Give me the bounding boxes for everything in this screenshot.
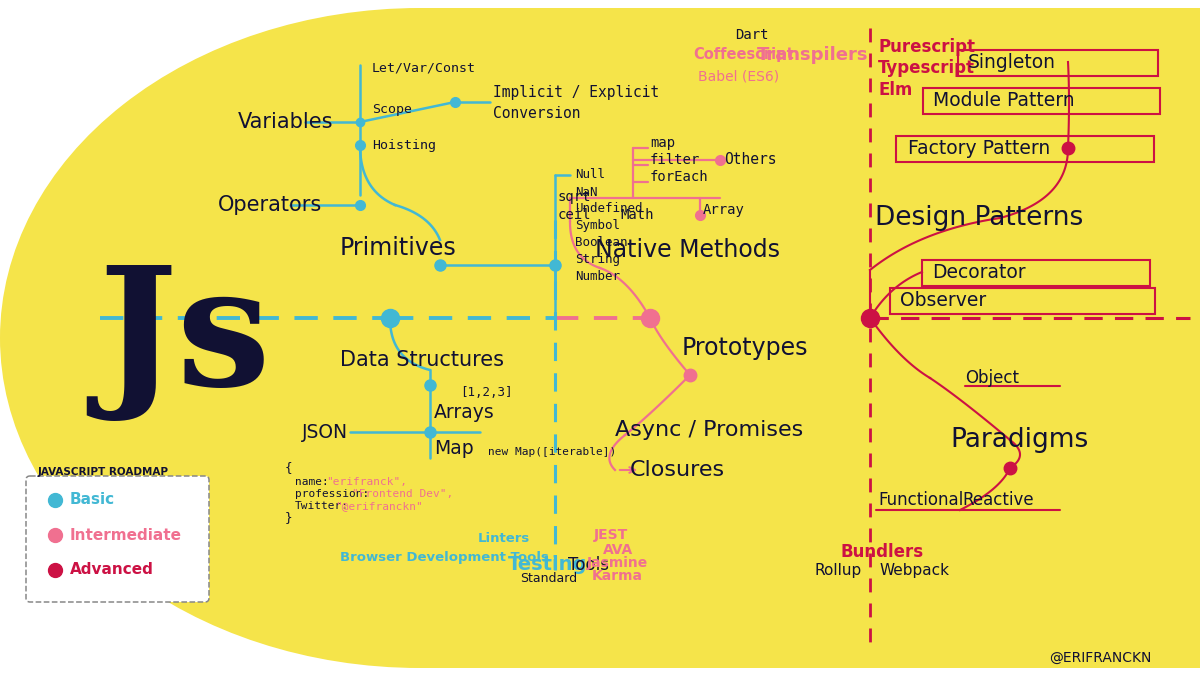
Text: Prototypes: Prototypes [682,336,809,360]
Text: Webpack: Webpack [880,562,950,578]
Text: "Frontend Dev",: "Frontend Dev", [352,489,454,499]
FancyBboxPatch shape [26,476,209,602]
Text: Symbol: Symbol [575,219,620,232]
Text: Basic: Basic [70,493,115,508]
Ellipse shape [0,8,840,668]
Text: Null: Null [575,169,605,182]
Text: map: map [650,136,676,150]
Text: Advanced: Advanced [70,562,154,578]
Text: Rollup: Rollup [815,562,863,578]
Bar [922,260,1150,286]
Bar [896,136,1154,162]
Text: forEach: forEach [650,170,709,184]
Text: Operators: Operators [218,195,323,215]
Text: Tools: Tools [568,556,610,574]
Text: new Map([iterable]): new Map([iterable]) [488,447,617,457]
Text: Observer: Observer [900,290,986,310]
Text: Browser Development Tools: Browser Development Tools [340,551,548,564]
Text: Reactive: Reactive [962,491,1033,509]
Text: Conversion: Conversion [493,105,581,121]
Text: "@erifranckn": "@erifranckn" [335,501,422,511]
Text: Others: Others [724,153,776,167]
Bar [890,288,1154,314]
Text: Karma: Karma [592,569,643,583]
Text: Data Structures: Data Structures [340,350,504,370]
Text: Closures: Closures [630,460,725,480]
Text: Typescript: Typescript [878,59,974,77]
Text: AVA: AVA [604,543,634,557]
Text: }: } [286,512,293,524]
Bar [923,88,1160,114]
Text: Functional: Functional [878,491,964,509]
Text: Number: Number [575,271,620,284]
Text: {: { [286,462,293,475]
Text: Undefined: Undefined [575,202,642,215]
Text: Let/Var/Const: Let/Var/Const [372,61,476,74]
Text: Paradigms: Paradigms [950,427,1088,453]
Text: Boolean: Boolean [575,236,628,250]
Text: JEST: JEST [594,528,629,542]
Text: Decorator: Decorator [932,263,1026,281]
Text: Intermediate: Intermediate [70,527,182,543]
Text: Coffeescript: Coffeescript [694,47,793,63]
Text: "erifranck",: "erifranck", [326,477,407,487]
Text: Transpilers: Transpilers [757,46,869,64]
Text: Scope: Scope [372,103,412,117]
Text: Module Pattern: Module Pattern [934,90,1075,109]
Text: Twitter:: Twitter: [295,501,349,511]
Bar [420,8,1200,668]
Text: Babel (ES6): Babel (ES6) [698,69,779,83]
Text: [1,2,3]: [1,2,3] [460,387,512,400]
Text: Standard: Standard [520,572,577,585]
Text: Implicit / Explicit: Implicit / Explicit [493,86,659,101]
Text: Map: Map [434,439,474,458]
Text: JSON: JSON [302,423,348,441]
Text: Elm: Elm [878,81,912,99]
Text: sqrt: sqrt [558,190,592,204]
Text: Async / Promises: Async / Promises [616,420,803,440]
Text: Design Patterns: Design Patterns [875,205,1084,231]
Text: String: String [575,254,620,267]
Text: Purescript: Purescript [878,38,974,56]
Text: profession:: profession: [295,489,370,499]
Text: NaN: NaN [575,186,598,198]
Text: Variables: Variables [238,112,334,132]
Text: Object: Object [965,369,1019,387]
Text: Dart: Dart [734,28,768,42]
Text: Linters: Linters [478,531,530,545]
Text: Hoisting: Hoisting [372,138,436,151]
Text: Singleton: Singleton [968,53,1056,72]
Text: Testing: Testing [508,556,587,574]
Text: Factory Pattern: Factory Pattern [908,138,1050,157]
Text: name:: name: [295,477,329,487]
Text: Math: Math [620,208,654,222]
Text: ceil: ceil [558,208,592,222]
Text: Primitives: Primitives [340,236,457,260]
Bar [958,50,1158,76]
Text: Native Methods: Native Methods [595,238,780,262]
Text: JAVASCRIPT ROADMAP: JAVASCRIPT ROADMAP [38,467,169,477]
Text: filter: filter [650,153,701,167]
Text: @ERIFRANCKN: @ERIFRANCKN [1049,651,1151,665]
Text: Bundlers: Bundlers [840,543,923,561]
Text: Js: Js [98,259,271,421]
Text: Arrays: Arrays [434,404,494,423]
Text: Jasmine: Jasmine [587,556,648,570]
Text: Array: Array [703,203,745,217]
